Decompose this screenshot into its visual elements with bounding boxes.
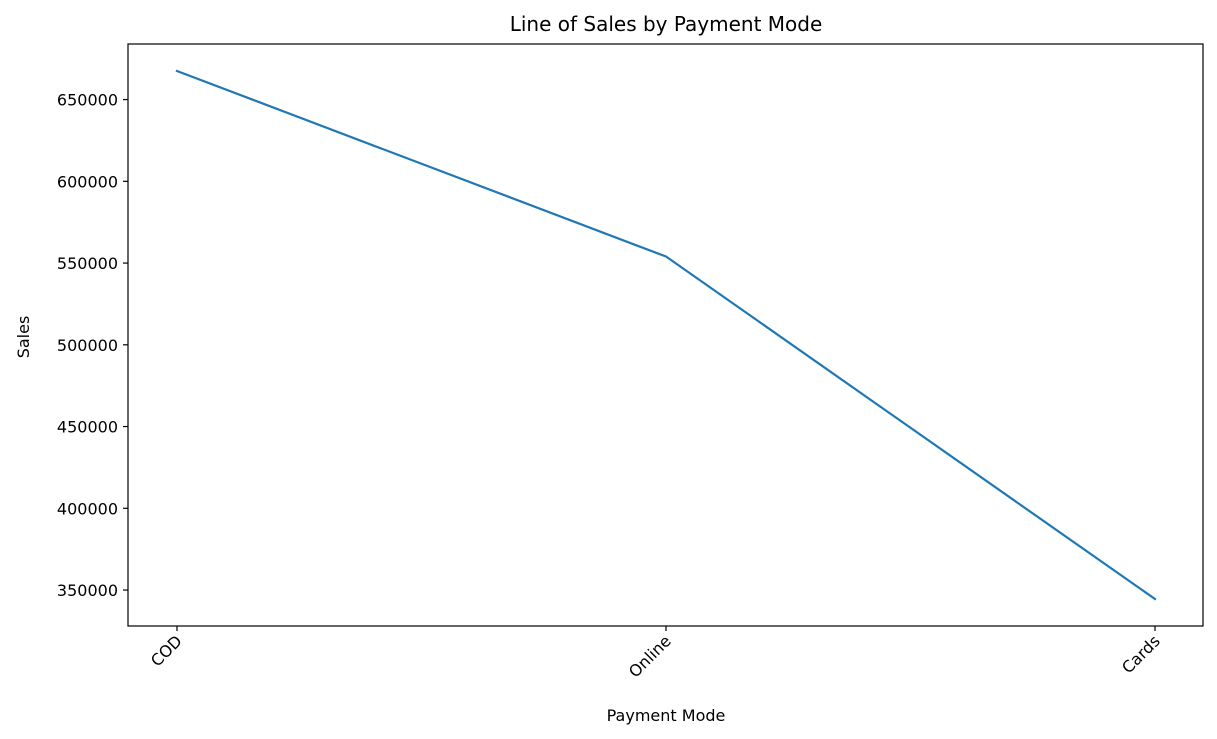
y-tick-label: 400000 <box>57 499 118 518</box>
y-tick-label: 450000 <box>57 418 118 437</box>
x-tick-label: Online <box>625 631 675 681</box>
chart-marks: 350000 400000 450000 500000 550000 600000 6500… <box>57 69 1164 681</box>
y-axis-label: Sales <box>14 316 33 359</box>
y-tick-label: 550000 <box>57 254 118 273</box>
x-tick-label: COD <box>147 631 186 670</box>
y-tick-label: 600000 <box>57 172 118 191</box>
chart-title: Line of Sales by Payment Mode <box>510 12 823 36</box>
plot-area <box>127 43 1204 627</box>
y-tick-label: 500000 <box>57 336 118 355</box>
x-tick-label: Cards <box>1118 631 1164 677</box>
y-tick-label: 650000 <box>57 91 118 110</box>
y-tick-label: 350000 <box>57 581 118 600</box>
x-axis-label: Payment Mode <box>607 706 726 725</box>
series-line <box>175 69 1157 601</box>
